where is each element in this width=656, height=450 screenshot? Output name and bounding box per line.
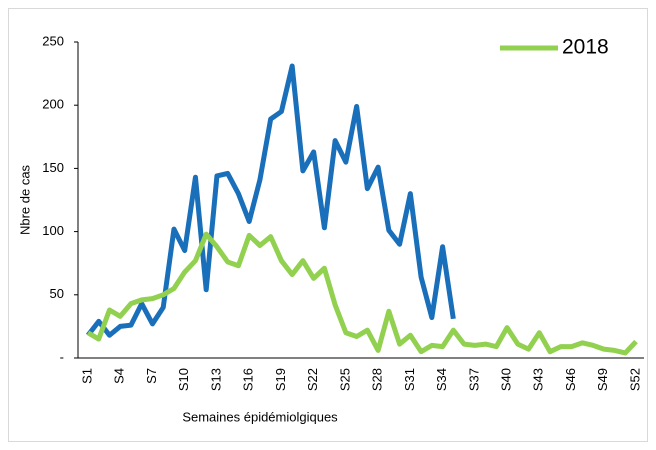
y-tick-label: 250 (42, 33, 64, 48)
x-tick-label: S4 (112, 368, 127, 384)
x-tick-label: S25 (337, 368, 352, 391)
y-tick-label: 100 (42, 223, 64, 238)
legend-label: 2018 (562, 36, 609, 59)
y-tick-label: 200 (42, 97, 64, 112)
series-line (86, 231, 638, 356)
x-tick-label: S52 (627, 368, 642, 391)
series-line (86, 63, 456, 338)
x-tick-label: S10 (176, 368, 191, 391)
y-tick-label: 150 (42, 160, 64, 175)
x-tick-label: S34 (434, 368, 449, 391)
x-tick-label: S16 (241, 368, 256, 391)
x-tick-label: S46 (563, 368, 578, 391)
y-axis-label: Nbre de cas (17, 164, 32, 235)
x-tick-label: S19 (273, 368, 288, 391)
x-tick-label: S7 (144, 368, 159, 384)
x-tick-label: S40 (498, 368, 513, 391)
x-tick-label: S49 (595, 368, 610, 391)
x-tick-label: S31 (402, 368, 417, 391)
x-tick-label: S22 (305, 368, 320, 391)
x-tick-label: S37 (466, 368, 481, 391)
x-tick-label: S13 (208, 368, 223, 391)
chart-frame (8, 8, 648, 442)
x-tick-label: S28 (370, 368, 385, 391)
x-tick-label: S1 (79, 368, 94, 384)
x-tick-label: S43 (531, 368, 546, 391)
y-tick-label: - (60, 349, 64, 364)
x-axis-label: Semaines épidémiolgiques (182, 409, 338, 424)
y-tick-label: 50 (50, 286, 64, 301)
